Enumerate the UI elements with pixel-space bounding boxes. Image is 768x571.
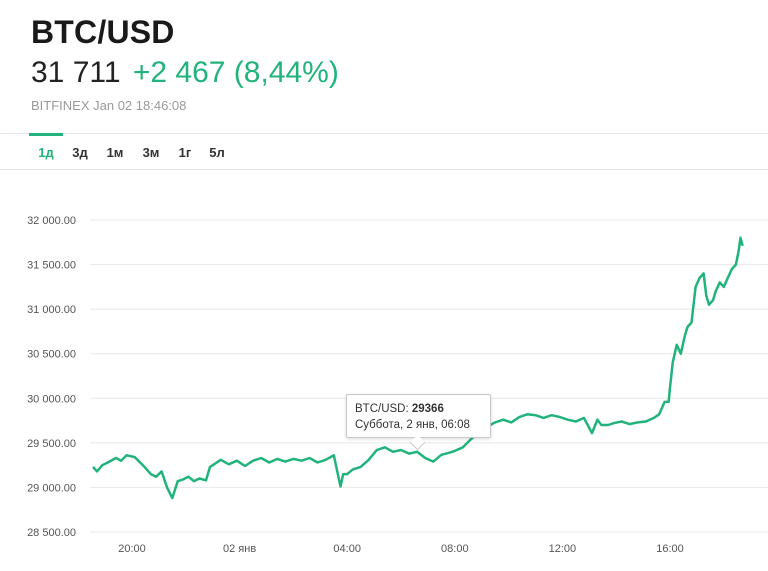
tab-1m[interactable]: 1м <box>106 145 124 160</box>
y-tick-label: 28 500.00 <box>27 527 76 539</box>
y-tick-label: 31 000.00 <box>27 304 76 316</box>
exchange-timestamp: BITFINEX Jan 02 18:46:08 <box>31 98 187 113</box>
tooltip-pair: BTC/USD: <box>355 403 409 415</box>
price-chart[interactable]: 32 000.00 31 500.00 31 000.00 30 500.00 30 0… <box>0 170 768 571</box>
tab-5y[interactable]: 5л <box>209 145 225 160</box>
hover-tooltip: BTC/USD: 29366 Суббота, 2 янв, 06:08 <box>346 394 491 438</box>
top-divider <box>0 133 768 134</box>
y-tick-label: 30 500.00 <box>27 349 76 361</box>
pair-title: BTC/USD <box>31 14 175 50</box>
tab-1d[interactable]: 1д <box>29 133 63 169</box>
y-tick-label: 29 500.00 <box>27 438 76 450</box>
x-tick-label: 16:00 <box>656 543 684 555</box>
current-price: 31 711 <box>31 56 121 89</box>
x-tick-label: 02 янв <box>223 543 256 555</box>
x-tick-label: 08:00 <box>441 543 469 555</box>
tabs-divider <box>0 169 768 170</box>
tab-1y[interactable]: 1г <box>178 145 192 160</box>
y-tick-label: 29 000.00 <box>27 482 76 494</box>
y-tick-label: 30 000.00 <box>27 393 76 405</box>
period-tabs: 1д 3д 1м 3м 1г 5л <box>29 133 233 169</box>
quote-line: 31 711 +2 467 (8,44%) <box>31 56 339 90</box>
tooltip-value: 29366 <box>411 403 444 415</box>
x-tick-label: 04:00 <box>333 543 361 555</box>
y-tick-label: 31 500.00 <box>27 260 76 272</box>
tab-3m[interactable]: 3м <box>142 145 160 160</box>
y-axis-labels: 32 000.00 31 500.00 31 000.00 30 500.00 30 0… <box>27 215 76 539</box>
y-tick-label: 32 000.00 <box>27 215 76 227</box>
price-change: +2 467 (8,44%) <box>132 56 339 89</box>
tooltip-time: Суббота, 2 янв, 06:08 <box>355 419 470 431</box>
x-axis-labels: 20:00 02 янв 04:00 08:00 12:00 16:00 <box>118 543 684 555</box>
tab-3d[interactable]: 3д <box>72 145 88 160</box>
x-tick-label: 20:00 <box>118 543 146 555</box>
price-series-line <box>92 236 744 500</box>
x-tick-label: 12:00 <box>549 543 577 555</box>
grid-lines <box>90 219 768 533</box>
